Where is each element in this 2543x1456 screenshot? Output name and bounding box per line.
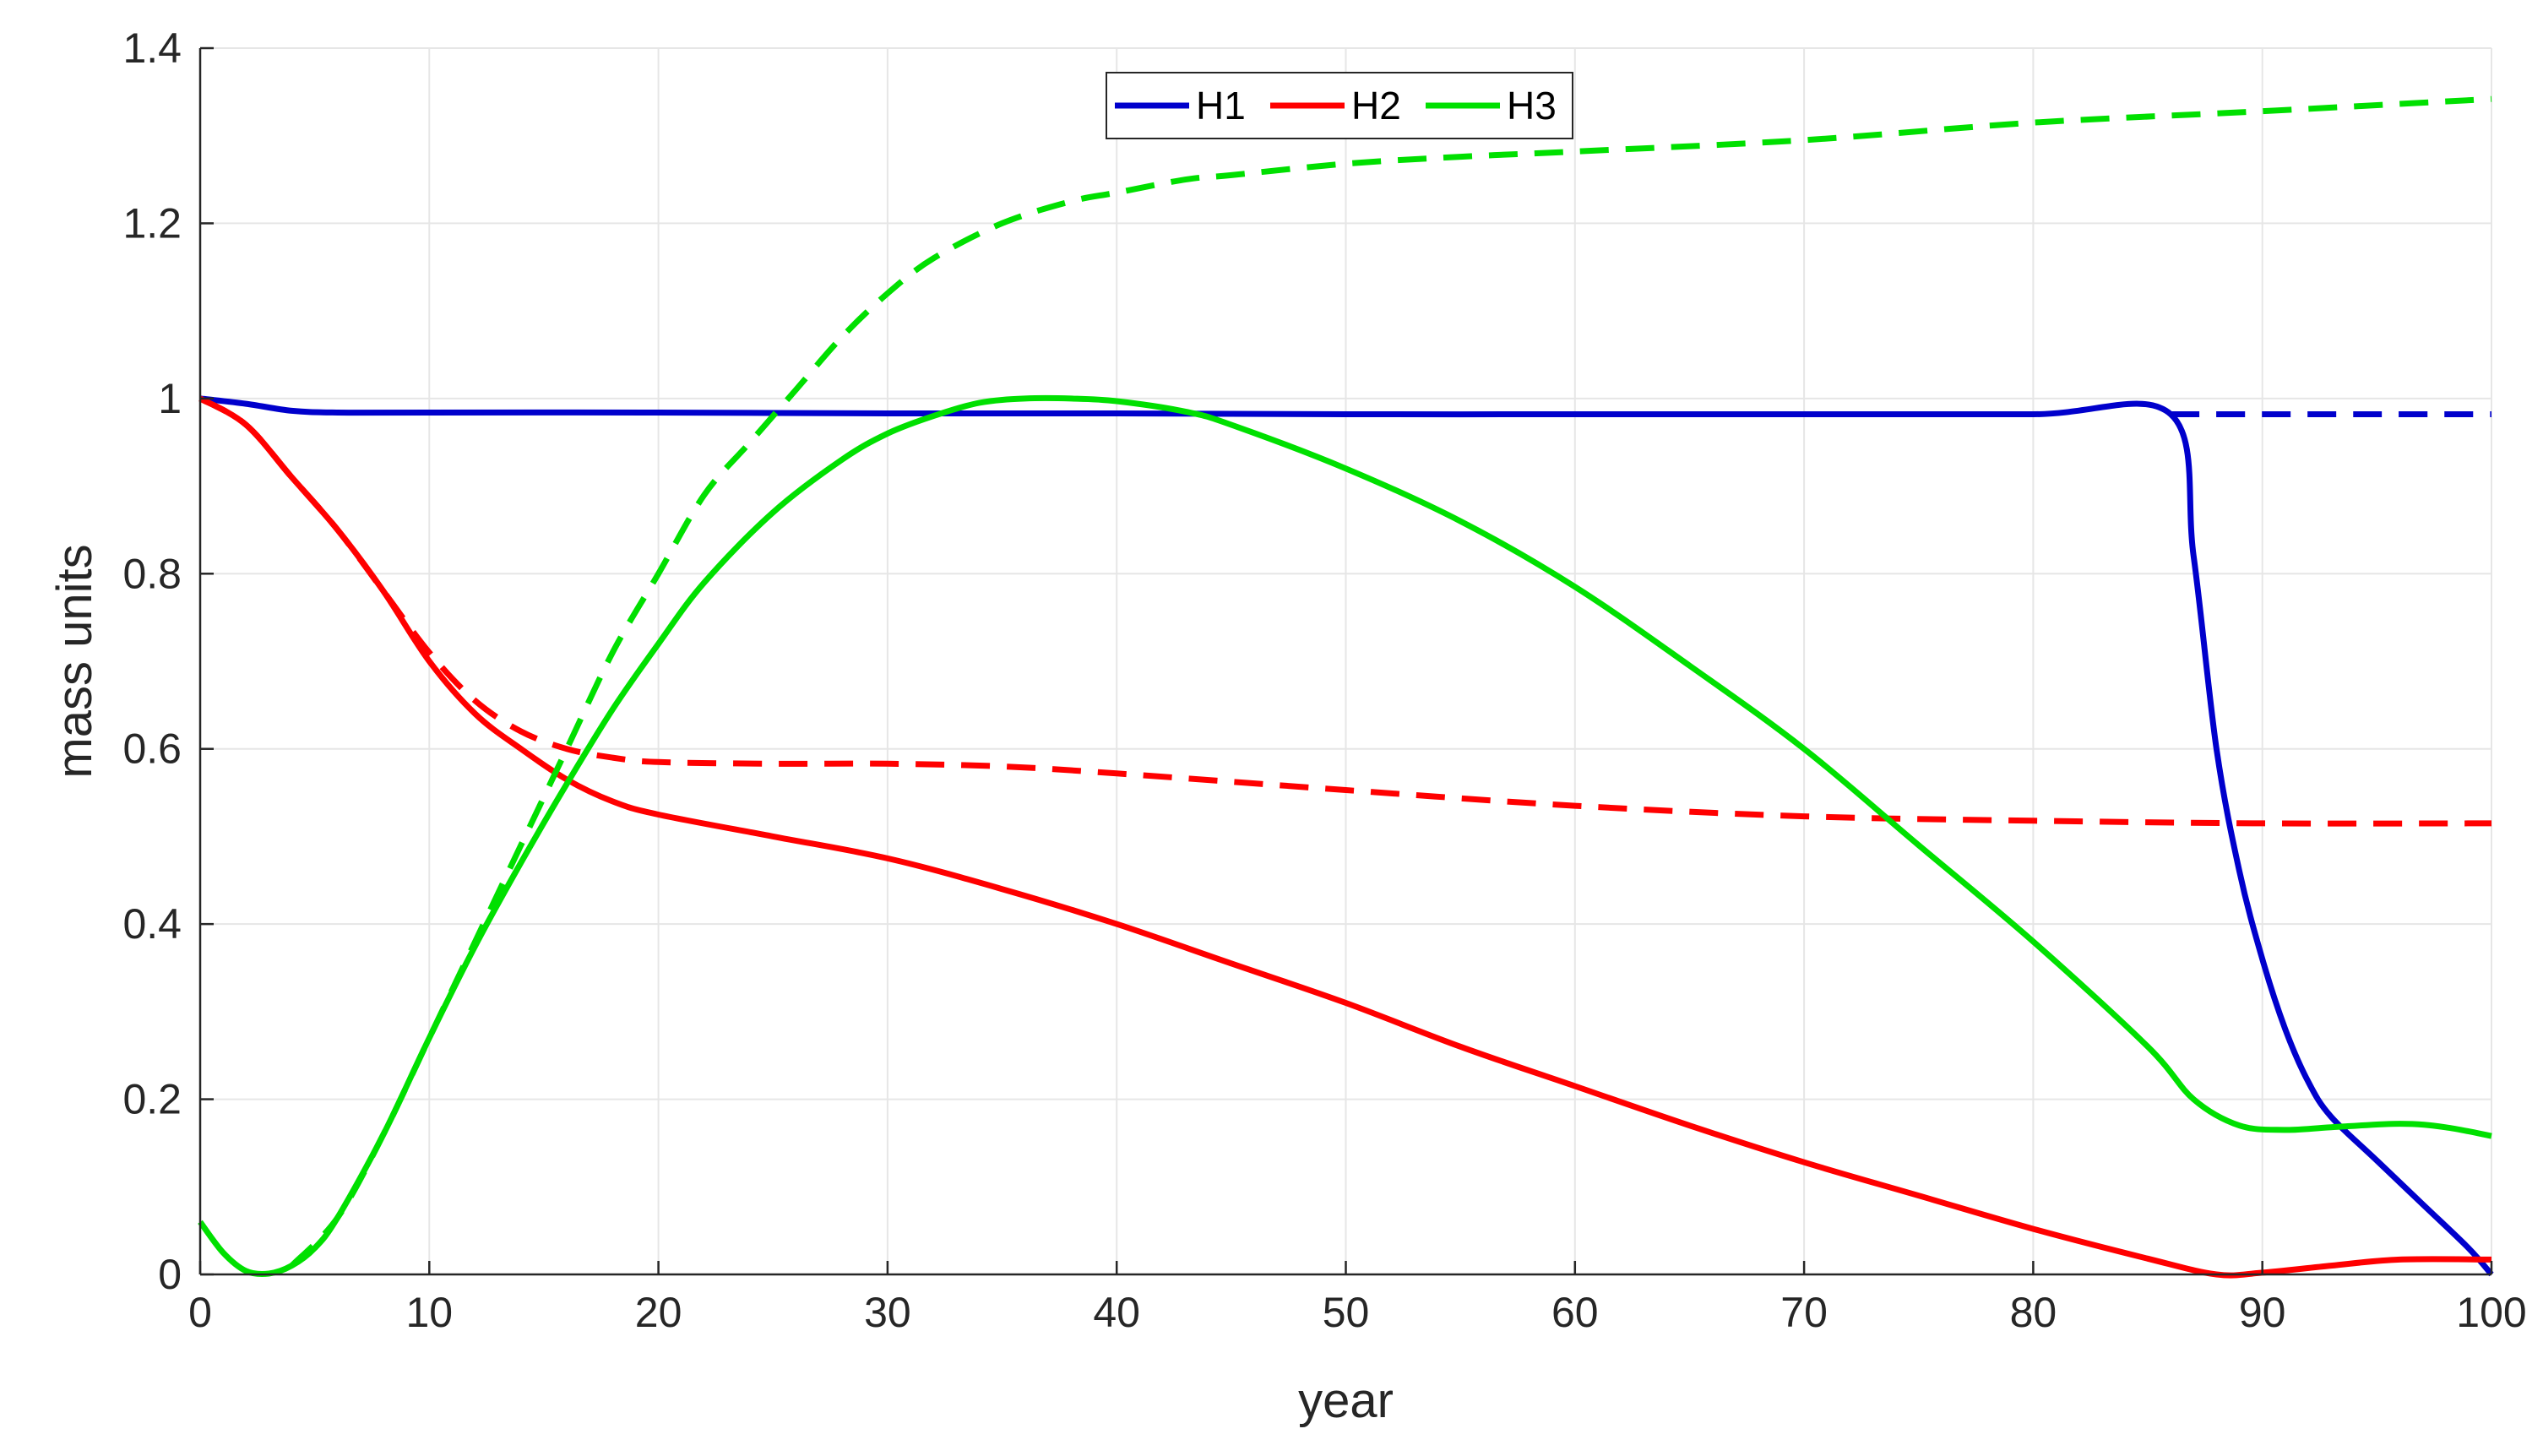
y-tick-label: 0.6 xyxy=(122,725,182,773)
y-axis-label: mass units xyxy=(47,544,102,778)
y-tick-label: 1.4 xyxy=(122,24,182,72)
x-tick-label: 70 xyxy=(1780,1289,1828,1336)
y-tick-label: 0 xyxy=(158,1251,182,1298)
y-tick-label: 1 xyxy=(158,375,182,422)
series-group xyxy=(198,95,2494,1279)
y-tick-label: 0.8 xyxy=(122,550,182,597)
y-tick-label: 0.4 xyxy=(122,900,182,948)
x-tick-label: 0 xyxy=(188,1289,212,1336)
x-axis-label: year xyxy=(1298,1373,1394,1428)
tick-labels: 0 10 20 30 40 50 60 70 80 90 100 0 0.2 0.4 0.6 0.8 1 1.2 1… xyxy=(122,24,2526,1336)
x-tick-label: 80 xyxy=(2010,1289,2057,1336)
series-line-h3-dashed xyxy=(289,95,2492,1269)
series-line-h2-dashed xyxy=(198,395,2492,827)
x-tick-label: 50 xyxy=(1323,1289,1370,1336)
legend: H1 H2 H3 xyxy=(1106,72,1573,139)
axes xyxy=(198,46,2493,1276)
series-line-h2 xyxy=(198,395,2492,1279)
x-tick-label: 30 xyxy=(864,1289,911,1336)
x-tick-label: 20 xyxy=(635,1289,682,1336)
legend-label-h1: H1 xyxy=(1196,84,1246,128)
x-tick-label: 90 xyxy=(2239,1289,2286,1336)
y-tick-label: 0.2 xyxy=(122,1076,182,1123)
legend-label-h2: H2 xyxy=(1351,84,1401,128)
x-tick-label: 100 xyxy=(2456,1289,2526,1336)
x-tick-label: 10 xyxy=(405,1289,453,1336)
y-tick-label: 1.2 xyxy=(122,199,182,247)
x-tick-label: 40 xyxy=(1093,1289,1140,1336)
series-line-h1 xyxy=(199,395,2494,1277)
x-tick-label: 60 xyxy=(1551,1289,1599,1336)
legend-label-h3: H3 xyxy=(1507,84,1557,128)
